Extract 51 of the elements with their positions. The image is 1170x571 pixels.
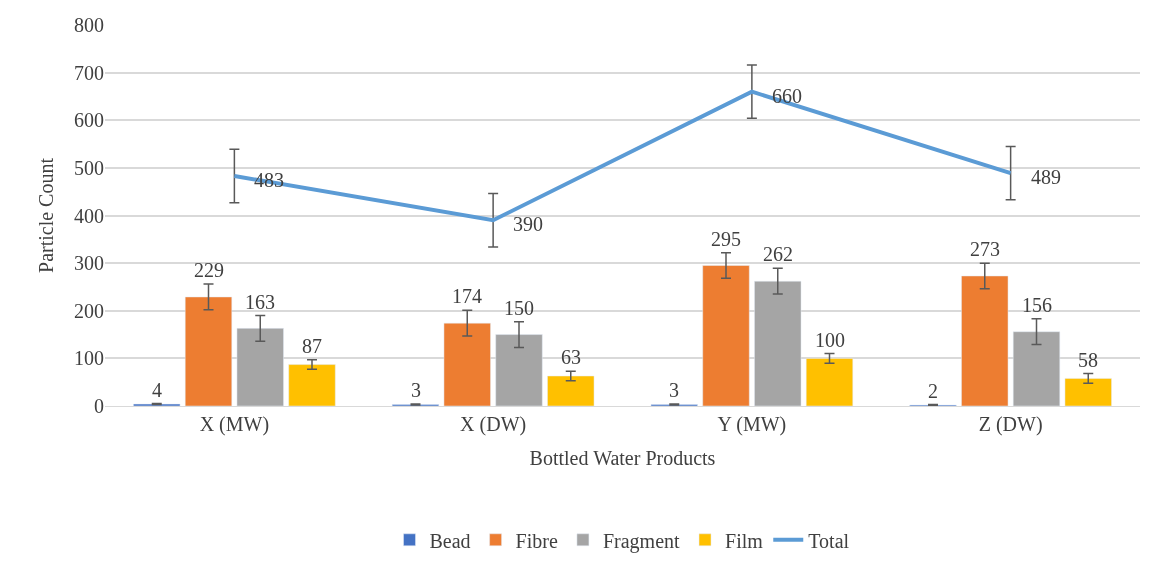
- x-tick-label: X (MW): [199, 413, 270, 436]
- y-axis-title: Particle Count: [34, 157, 57, 273]
- bar: [754, 280, 802, 406]
- y-tick-label: 800: [74, 14, 104, 36]
- y-tick-label: 700: [74, 61, 104, 84]
- data-label: 4: [152, 379, 162, 401]
- bar: [495, 334, 543, 406]
- data-label: 229: [194, 259, 224, 281]
- data-label: 3: [669, 379, 679, 401]
- bar: [1064, 378, 1112, 406]
- y-tick-label: 300: [74, 252, 104, 275]
- x-axis-title: Bottled Water Products: [529, 446, 716, 469]
- legend-label: Fibre: [515, 529, 558, 552]
- data-label: 3: [411, 379, 421, 401]
- legend-label: Total: [808, 529, 850, 552]
- data-label: 174: [452, 285, 482, 307]
- data-label: 87: [302, 335, 322, 357]
- bar: [547, 375, 595, 406]
- data-label: 390: [513, 213, 543, 235]
- data-label: 100: [815, 329, 845, 351]
- x-tick-label: Z (DW): [978, 413, 1043, 436]
- bar: [288, 364, 336, 406]
- bar: [184, 296, 233, 406]
- bar: [1012, 331, 1061, 406]
- data-label: 156: [1022, 294, 1052, 316]
- x-tick-label: X (DW): [460, 413, 527, 436]
- bar: [443, 322, 491, 406]
- bar: [805, 358, 854, 406]
- y-tick-label: 500: [74, 156, 104, 179]
- data-label: 163: [245, 291, 275, 313]
- data-label: 273: [970, 238, 1000, 260]
- data-label: 262: [763, 243, 793, 265]
- legend-label: Bead: [429, 529, 471, 552]
- data-label: 2: [928, 380, 938, 402]
- data-label: 295: [711, 228, 741, 250]
- legend-label: Film: [725, 529, 764, 552]
- y-tick-label: 0: [94, 395, 104, 417]
- y-tick-label: 200: [74, 299, 104, 322]
- y-tick-label: 100: [74, 347, 104, 370]
- bar: [702, 265, 750, 406]
- data-label: 660: [772, 85, 802, 107]
- data-label: 58: [1078, 349, 1098, 371]
- y-tick-label: 400: [74, 204, 104, 227]
- legend-label: Fragment: [602, 529, 681, 553]
- x-tick-label: Y (MW): [717, 413, 787, 436]
- y-tick-label: 600: [74, 109, 104, 132]
- bar: [961, 275, 1009, 406]
- data-label: 150: [504, 297, 534, 319]
- data-label: 63: [561, 346, 581, 368]
- bar: [236, 328, 284, 406]
- data-label: 489: [1031, 166, 1061, 188]
